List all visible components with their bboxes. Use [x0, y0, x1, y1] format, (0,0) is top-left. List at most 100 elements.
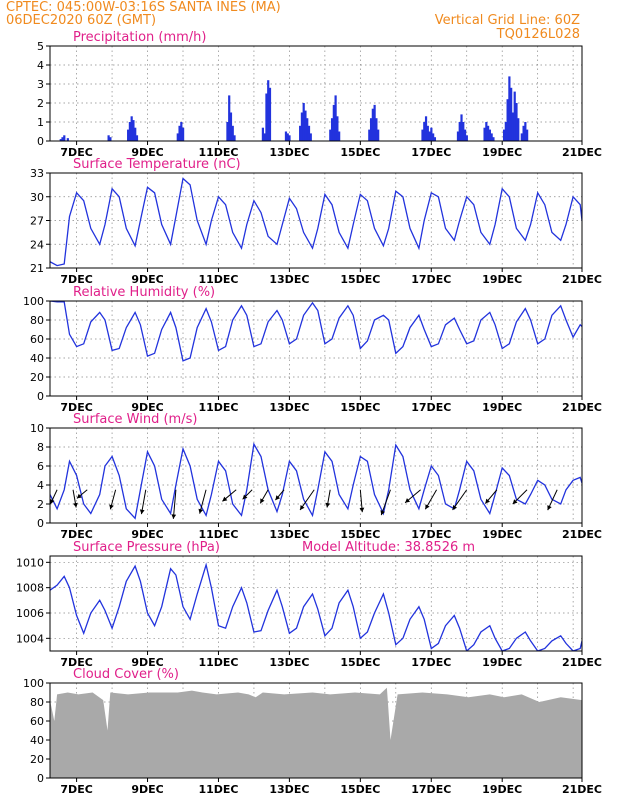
precip-bar [520, 133, 523, 141]
plot-area [50, 301, 582, 362]
wind-arrow-head [242, 494, 248, 500]
plot-area [50, 687, 582, 778]
precip-bar [488, 129, 491, 141]
panel-frame [49, 427, 583, 524]
x-tick-label: 7DEC [60, 401, 92, 414]
y-tick-label: 40 [30, 734, 44, 747]
x-tick-label: 11DEC [198, 656, 238, 669]
x-tick-label: 19DEC [482, 783, 522, 796]
y-tick-label: 0 [37, 390, 44, 403]
wind-arrow-head [512, 499, 518, 505]
y-tick-label: 21 [30, 262, 44, 275]
precip-bar [178, 125, 181, 141]
precip-bar [180, 122, 183, 141]
precip-bar [233, 135, 236, 141]
precip-bar [375, 118, 378, 141]
y-tick-label: 8 [37, 441, 44, 454]
x-tick-label: 21DEC [562, 401, 602, 414]
precip-bar [135, 135, 139, 141]
panel-4 [46, 427, 583, 527]
precip-bar [522, 125, 525, 141]
wind-arrow-head [222, 496, 228, 502]
panel-title: Surface Pressure (hPa) [73, 540, 220, 555]
wind-arrow [380, 489, 391, 516]
precip-bar [286, 133, 289, 141]
header-datetime: 06DEC2020 60Z (GMT) [6, 13, 157, 28]
panel-frame [49, 555, 583, 652]
x-tick-label: 17DEC [411, 656, 451, 669]
panel-6 [46, 682, 583, 782]
header-model-id: TQ0126L028 [496, 27, 580, 42]
panel-title: Precipitation (mm/h) [73, 30, 206, 45]
precip-bar [309, 133, 312, 141]
plot-area [50, 562, 582, 651]
series-line [50, 442, 582, 520]
wind-arrow [172, 489, 177, 519]
y-tick-label: 4 [37, 59, 44, 72]
precip-bar [59, 139, 62, 141]
x-tick-label: 19DEC [482, 401, 522, 414]
x-tick-label: 17DEC [411, 146, 451, 159]
y-tick-label: 5 [37, 40, 44, 53]
precip-bar [330, 118, 334, 141]
precip-bar [300, 112, 304, 141]
x-tick-label: 15DEC [340, 401, 380, 414]
precip-bar [424, 116, 428, 141]
precip-bar [288, 135, 291, 141]
precip-bar [66, 138, 69, 141]
precip-bar [510, 87, 513, 141]
y-tick-label: 1010 [16, 556, 44, 569]
precip-bar [524, 122, 527, 141]
precip-bar [421, 129, 424, 141]
precip-bar [526, 129, 529, 141]
wind-arrow-head [73, 502, 78, 508]
x-tick-label: 21DEC [562, 528, 602, 541]
precip-bar [261, 127, 264, 141]
precip-bar [109, 137, 112, 141]
wind-arrow-head [452, 505, 458, 511]
precip-bar [299, 125, 302, 141]
precip-bar [132, 120, 135, 141]
series-line [50, 562, 582, 651]
wind-arrow-head [380, 510, 385, 516]
x-tick-label: 21DEC [562, 146, 602, 159]
plot-area [50, 177, 582, 267]
wind-arrow-head [300, 505, 305, 511]
x-tick-label: 13DEC [269, 656, 309, 669]
y-tick-label: 0 [37, 135, 44, 148]
wind-arrow-head [50, 499, 55, 505]
y-tick-label: 1004 [16, 632, 44, 645]
y-tick-label: 6 [37, 460, 44, 473]
y-tick-label: 10 [30, 422, 44, 435]
precip-bar [307, 125, 311, 141]
wind-arrow-head [260, 498, 265, 504]
precip-bar [231, 125, 234, 141]
wind-arrow-head [139, 509, 145, 515]
precip-bar [490, 133, 493, 141]
panel-3 [46, 300, 583, 400]
x-tick-label: 9DEC [131, 528, 163, 541]
wind-arrow-head [171, 514, 177, 519]
wind-arrow-head [198, 508, 204, 514]
wind-arrow-head [109, 504, 114, 510]
precip-bar [508, 76, 511, 141]
precip-bar [485, 122, 488, 141]
x-tick-label: 11DEC [198, 401, 238, 414]
precip-bar [334, 95, 337, 141]
precip-bar [61, 137, 64, 141]
precip-bar [63, 135, 66, 141]
y-tick-label: 0 [37, 772, 44, 785]
y-tick-label: 2 [37, 498, 44, 511]
precip-bar [182, 127, 185, 141]
precip-bar [332, 104, 335, 141]
precip-bar [515, 103, 518, 141]
x-tick-label: 13DEC [269, 401, 309, 414]
precip-bar [483, 127, 486, 141]
y-tick-label: 100 [23, 295, 44, 308]
x-tick-label: 11DEC [198, 273, 238, 286]
panel-title: Surface Temperature (nC) [73, 157, 241, 172]
precip-bar [492, 137, 495, 141]
y-tick-label: 4 [37, 479, 44, 492]
precip-bar [267, 80, 270, 141]
